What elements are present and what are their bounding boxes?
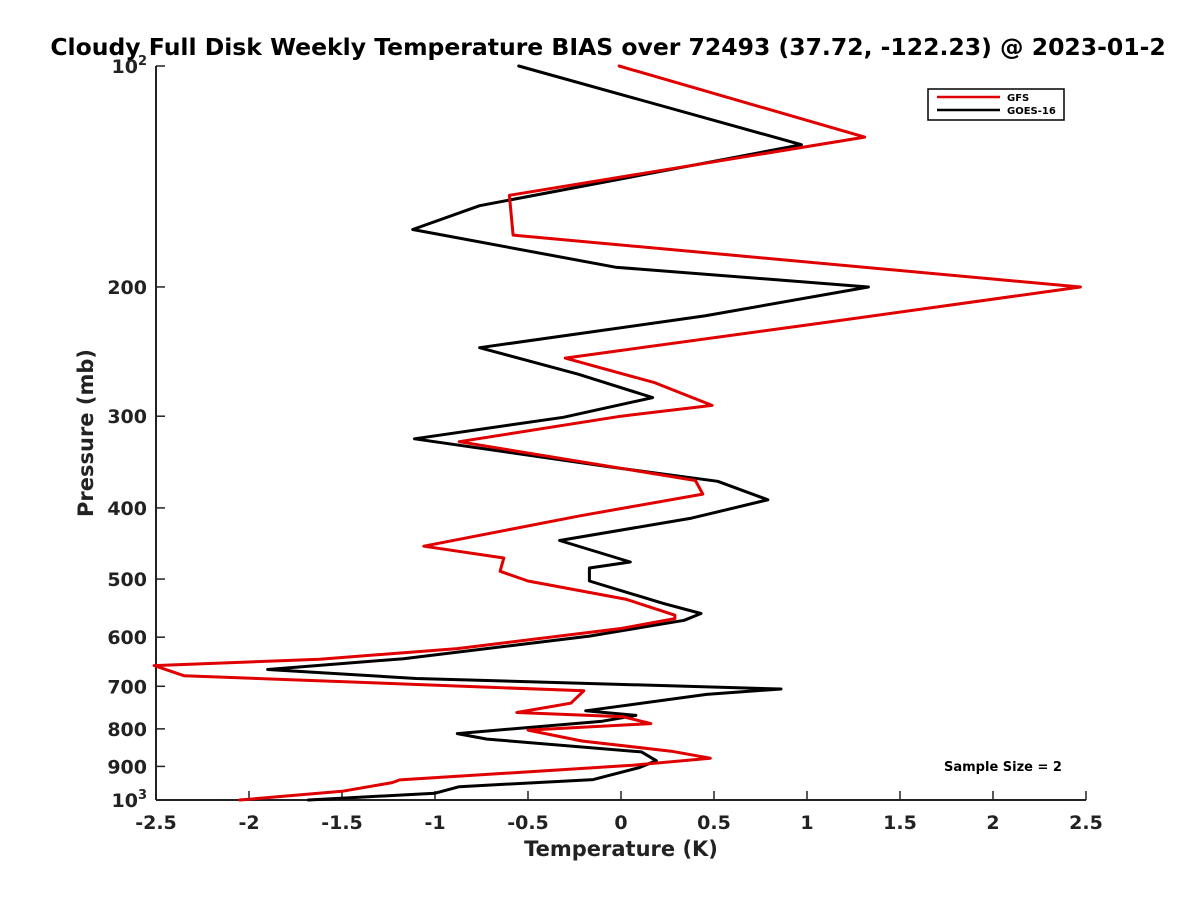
y-tick-label: 500 bbox=[107, 569, 147, 591]
x-tick-label: 0 bbox=[614, 812, 627, 834]
x-tick-label: 2 bbox=[986, 812, 999, 834]
x-tick-label: -2.5 bbox=[135, 812, 177, 834]
y-axis-label: Pressure (mb) bbox=[74, 349, 98, 517]
y-tick-label: 400 bbox=[107, 498, 147, 520]
x-tick-label: -0.5 bbox=[507, 812, 549, 834]
x-tick-label: -1 bbox=[424, 812, 445, 834]
x-tick-label: 2.5 bbox=[1069, 812, 1103, 834]
series-layer bbox=[152, 64, 1082, 802]
y-axis-ticks: 102 200 300 400 500 600 700 800 900 103 bbox=[107, 54, 165, 812]
legend-box bbox=[927, 88, 1065, 121]
y-tick-label: 200 bbox=[107, 277, 147, 299]
y-tick-label: 800 bbox=[107, 719, 147, 741]
legend-label-goes16: GOES-16 bbox=[1007, 106, 1056, 117]
x-tick-label: 1.5 bbox=[883, 812, 917, 834]
y-tick-label: 900 bbox=[107, 756, 147, 778]
x-tick-label: -1.5 bbox=[321, 812, 363, 834]
x-tick-label: -2 bbox=[238, 812, 259, 834]
legend-label-gfs: GFS bbox=[1007, 93, 1029, 104]
sample-size-annotation: Sample Size = 2 bbox=[944, 760, 1062, 775]
chart-title: Cloudy Full Disk Weekly Temperature BIAS… bbox=[50, 33, 1165, 61]
x-tick-label: 0.5 bbox=[697, 812, 731, 834]
y-tick-label: 700 bbox=[107, 676, 147, 698]
x-axis-ticks: -2.5 -2 -1.5 -1 -0.5 0 0.5 1 1.5 2 2.5 bbox=[135, 791, 1103, 834]
legend: GFS GOES-16 bbox=[927, 88, 1065, 121]
y-tick-label: 103 bbox=[112, 788, 148, 812]
series-line-gfs bbox=[152, 64, 1082, 802]
y-tick-label: 600 bbox=[107, 627, 147, 649]
x-tick-label: 1 bbox=[800, 812, 813, 834]
x-axis-label: Temperature (K) bbox=[524, 837, 718, 861]
series-line-goes16 bbox=[266, 64, 870, 802]
y-tick-label: 102 bbox=[112, 54, 148, 78]
y-tick-label: 300 bbox=[107, 406, 147, 428]
